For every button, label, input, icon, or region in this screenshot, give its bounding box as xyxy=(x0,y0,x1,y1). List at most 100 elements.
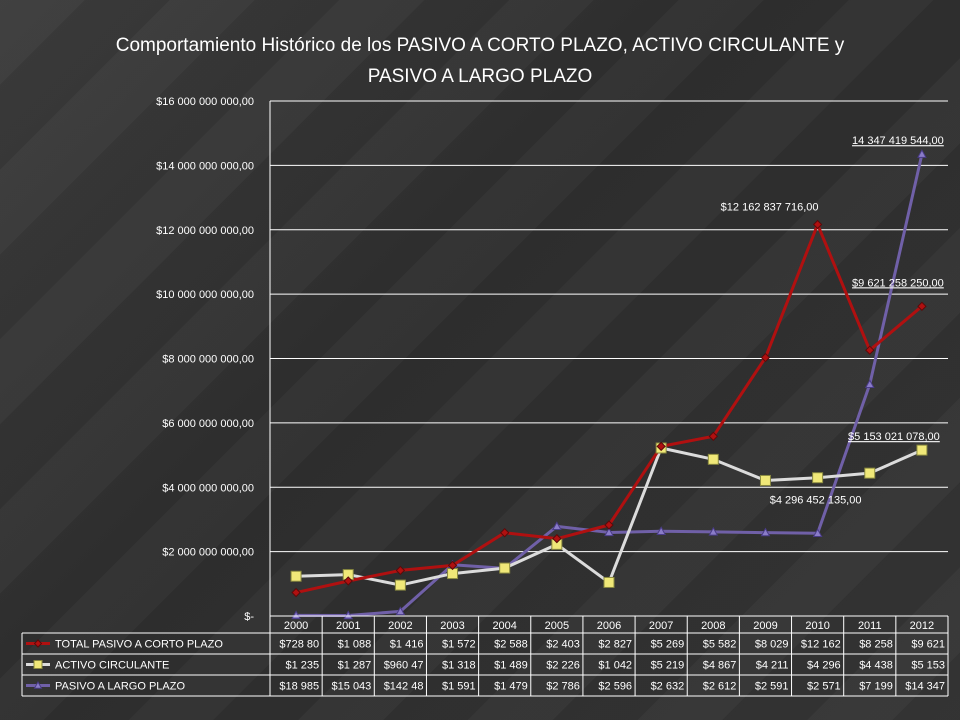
square-marker xyxy=(864,467,876,479)
table-cell: $1 489 xyxy=(494,660,528,672)
table-cell: $8 029 xyxy=(755,639,789,651)
y-tick-label: $16 000 000 000,00 xyxy=(156,96,254,108)
data-annotations: $12 162 837 716,00 $9 621 258 250,00 14 34… xyxy=(721,135,944,507)
x-tick-label: 2011 xyxy=(858,620,882,632)
series-line xyxy=(295,223,923,595)
x-tick-label: 2003 xyxy=(440,620,464,632)
diamond-marker xyxy=(33,639,43,648)
triangle-marker xyxy=(551,521,562,531)
triangle-marker xyxy=(291,610,301,620)
series-line xyxy=(296,153,924,618)
diamond-marker xyxy=(499,527,510,538)
x-tick-label: 2005 xyxy=(545,620,569,632)
x-tick-label: 2010 xyxy=(805,620,829,632)
triangle-marker xyxy=(343,610,354,620)
y-tick-label: $10 000 000 000,00 xyxy=(156,289,254,301)
diamond-marker xyxy=(447,560,458,571)
legend-label: PASIVO A LARGO PLAZO xyxy=(55,681,185,693)
table-cell: $4 867 xyxy=(703,660,737,672)
y-tick-label: $12 000 000 000,00 xyxy=(156,225,254,237)
table-cell: $5 269 xyxy=(651,639,685,651)
table-cell: $5 582 xyxy=(703,639,737,651)
table-cell: $2 632 xyxy=(651,681,685,693)
table-cell: $4 296 xyxy=(807,660,841,672)
x-tick-label: 2001 xyxy=(336,620,360,632)
diamond-marker xyxy=(395,565,406,576)
table-cell: $2 591 xyxy=(755,681,789,693)
table-cell: $1 042 xyxy=(598,660,632,672)
y-tick-label: $2 000 000 000,00 xyxy=(162,547,254,559)
x-tick-label: 2012 xyxy=(910,620,934,632)
table-cell: $1 088 xyxy=(338,639,372,651)
x-tick-label: 2008 xyxy=(701,620,725,632)
square-marker xyxy=(759,474,771,486)
table-cell: $1 591 xyxy=(442,681,476,693)
table-cell: $2 571 xyxy=(807,681,841,693)
table-cell: $1 235 xyxy=(285,660,319,672)
series-line xyxy=(296,446,923,587)
triangle-marker xyxy=(604,527,614,537)
triangle-marker xyxy=(33,680,43,689)
data-annotation: $9 621 258 250,00 xyxy=(852,277,944,289)
data-annotation: $5 153 021 078,00 xyxy=(848,431,940,443)
y-tick-label: $14 000 000 000,00 xyxy=(156,160,254,172)
table-cell: $2 786 xyxy=(546,681,580,693)
chart-title-line-2: PASIVO A LARGO PLAZO xyxy=(367,66,593,87)
series-markers xyxy=(290,149,928,620)
table-cell: $15 043 xyxy=(332,681,372,693)
square-marker xyxy=(812,472,824,484)
diamond-marker xyxy=(552,533,562,544)
diamond-marker xyxy=(343,576,353,586)
square-marker xyxy=(33,660,43,669)
table-cell: $12 162 xyxy=(801,639,841,651)
table-cell: $1 416 xyxy=(390,639,424,651)
x-tick-label: 2000 xyxy=(284,620,308,632)
y-axis-labels: $- $2 000 000 000,00 $4 000 000 000,00 $6 0… xyxy=(156,96,254,623)
triangle-marker xyxy=(656,526,667,535)
square-marker xyxy=(707,453,719,465)
table-cell: $1 572 xyxy=(442,639,476,651)
table-cell: $728 80 xyxy=(279,639,319,651)
x-tick-label: 2009 xyxy=(753,620,777,632)
x-tick-label: 2004 xyxy=(492,620,516,632)
table-cell: $9 621 xyxy=(911,639,945,651)
table-cell: $5 219 xyxy=(651,660,685,672)
square-marker xyxy=(603,576,615,588)
triangle-marker xyxy=(812,528,823,537)
table-cell: $4 438 xyxy=(859,660,893,672)
legend-label: TOTAL PASIVO A CORTO PLAZO xyxy=(55,639,223,651)
chart-title-prefix: Comportamiento Histórico de los xyxy=(115,35,397,56)
table-cell: $1 318 xyxy=(442,660,476,672)
triangle-marker xyxy=(760,527,771,537)
table-cell: $2 403 xyxy=(546,639,580,651)
diamond-marker xyxy=(291,587,301,598)
diamond-marker xyxy=(656,441,666,452)
data-annotation: 14 347 419 544,00 xyxy=(852,135,944,147)
table-cell: $960 47 xyxy=(384,660,424,672)
data-table: 2000 2001 2002 2003 2004 2005 2006 2007 2008 2009… xyxy=(21,615,949,697)
table-cell: $14 347 xyxy=(905,681,945,693)
diamond-marker xyxy=(708,431,719,442)
table-cell: $8 258 xyxy=(859,639,893,651)
table-cell: $2 588 xyxy=(494,639,528,651)
diamond-marker xyxy=(865,345,875,355)
series-lines xyxy=(295,153,924,618)
y-tick-label: $- xyxy=(244,611,254,623)
x-tick-label: 2007 xyxy=(649,620,673,632)
table-cell: $7 199 xyxy=(859,681,893,693)
table-cell: $1 479 xyxy=(494,681,528,693)
table-cell: $1 287 xyxy=(338,660,372,672)
diamond-marker xyxy=(760,352,771,363)
table-cell: $2 612 xyxy=(703,681,737,693)
triangle-marker xyxy=(395,606,406,616)
y-tick-label: $4 000 000 000,00 xyxy=(162,482,254,494)
x-tick-label: 2006 xyxy=(597,620,621,632)
square-marker xyxy=(499,562,511,574)
table-cell: $2 226 xyxy=(546,660,580,672)
table-cell: $18 985 xyxy=(279,681,319,693)
diamond-marker xyxy=(917,301,927,312)
chart-title-line-1: Comportamiento Histórico de los PASIVO A… xyxy=(0,35,960,57)
x-tick-label: 2002 xyxy=(388,620,412,632)
